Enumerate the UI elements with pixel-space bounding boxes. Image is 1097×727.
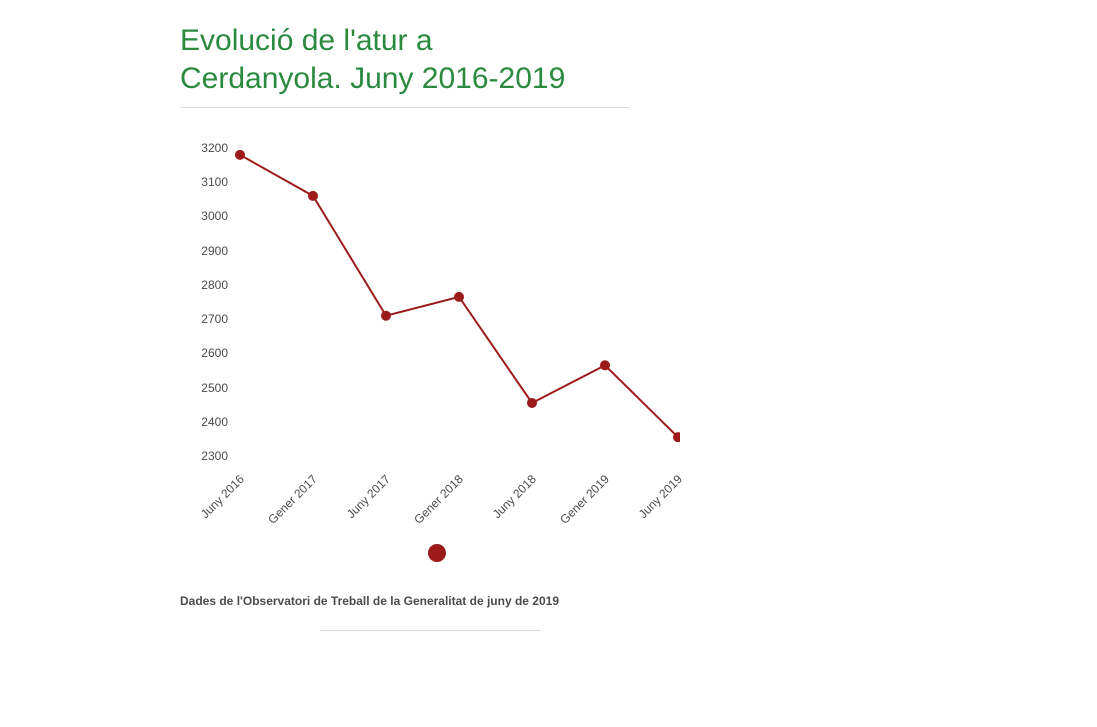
chart-footnote: Dades de l'Observatori de Treball de la … <box>180 594 740 608</box>
title-underline <box>180 107 630 108</box>
line-chart: 2300 2400 2500 2600 2700 2800 2900 3000 3100 3200… <box>180 136 680 566</box>
data-point <box>235 150 245 160</box>
bottom-divider <box>320 630 540 631</box>
y-axis-label: 2900 <box>180 244 228 258</box>
y-axis-label: 3200 <box>180 141 228 155</box>
data-point <box>454 292 464 302</box>
chart-title: Evolució de l'atur a Cerdanyola. Juny 20… <box>180 22 740 97</box>
data-point <box>308 191 318 201</box>
data-point <box>600 360 610 370</box>
y-axis-label: 2700 <box>180 312 228 326</box>
data-point <box>381 311 391 321</box>
y-axis-label: 3100 <box>180 175 228 189</box>
y-axis-label: 2500 <box>180 381 228 395</box>
legend-marker-icon <box>428 544 446 562</box>
data-point <box>527 398 537 408</box>
title-line-1: Evolució de l'atur a <box>180 24 433 57</box>
title-line-2: Cerdanyola. Juny 2016-2019 <box>180 62 565 95</box>
y-axis-label: 2400 <box>180 415 228 429</box>
y-axis-label: 2300 <box>180 449 228 463</box>
y-axis-label: 3000 <box>180 209 228 223</box>
y-axis-label: 2800 <box>180 278 228 292</box>
y-axis-label: 2600 <box>180 346 228 360</box>
page-container: Evolució de l'atur a Cerdanyola. Juny 20… <box>0 0 740 631</box>
